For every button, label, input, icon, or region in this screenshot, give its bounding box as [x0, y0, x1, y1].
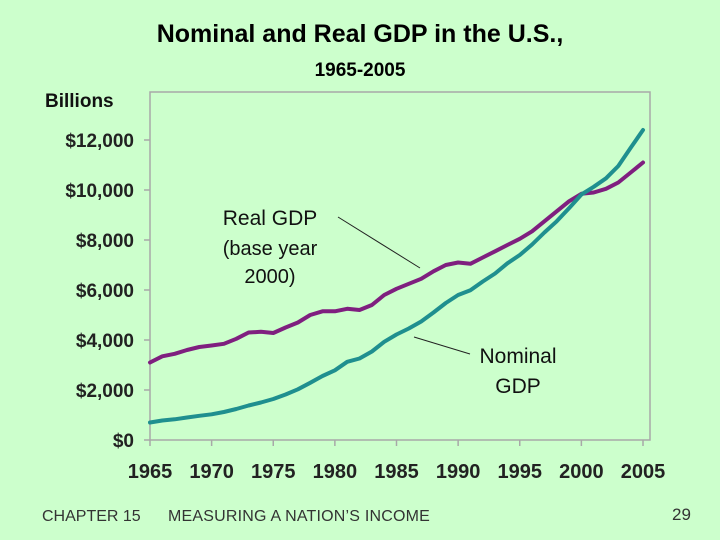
x-tick-label: 1980	[313, 461, 358, 483]
real-gdp-label-base-year: (base year	[223, 238, 318, 260]
chart-title: Nominal and Real GDP in the U.S.,	[156, 20, 564, 48]
x-tick-label: 1965	[128, 461, 173, 483]
unit-label: Billions	[45, 91, 114, 112]
real-gdp-leader-line	[337, 216, 421, 269]
y-tick-label: $2,000	[76, 381, 134, 402]
series-line-nominal-gdp	[148, 128, 645, 425]
real-gdp-label: Real GDP	[223, 207, 318, 230]
x-tick-label: 2005	[621, 461, 666, 483]
x-tick-label: 1975	[251, 461, 296, 483]
x-tick-label: 1985	[374, 461, 419, 483]
plot-frame	[149, 91, 651, 441]
real-gdp-label-year: 2000)	[244, 266, 295, 288]
x-tick-label: 1970	[189, 461, 234, 483]
y-tick-label: $10,000	[65, 181, 134, 202]
footer-chapter: CHAPTER 15	[42, 508, 141, 525]
y-tick-label: $8,000	[76, 231, 134, 252]
y-tick-label: $12,000	[65, 131, 134, 152]
y-tick-label: $0	[113, 431, 134, 452]
nominal-gdp-leader-line	[413, 336, 471, 355]
footer-chapter-title: MEASURING A NATION’S INCOME	[168, 508, 431, 525]
series-line-real-gdp	[148, 160, 645, 365]
x-tick-label: 1990	[436, 461, 481, 483]
footer-page-number: 29	[672, 505, 691, 524]
y-tick-label: $6,000	[76, 281, 134, 302]
x-tick-label: 1995	[498, 461, 543, 483]
nominal-gdp-label: Nominal	[479, 345, 556, 368]
y-tick-label: $4,000	[76, 331, 134, 352]
chart-subtitle: 1965-2005	[314, 60, 406, 81]
nominal-gdp-label-line2: GDP	[495, 375, 541, 398]
x-tick-label: 2000	[559, 461, 604, 483]
